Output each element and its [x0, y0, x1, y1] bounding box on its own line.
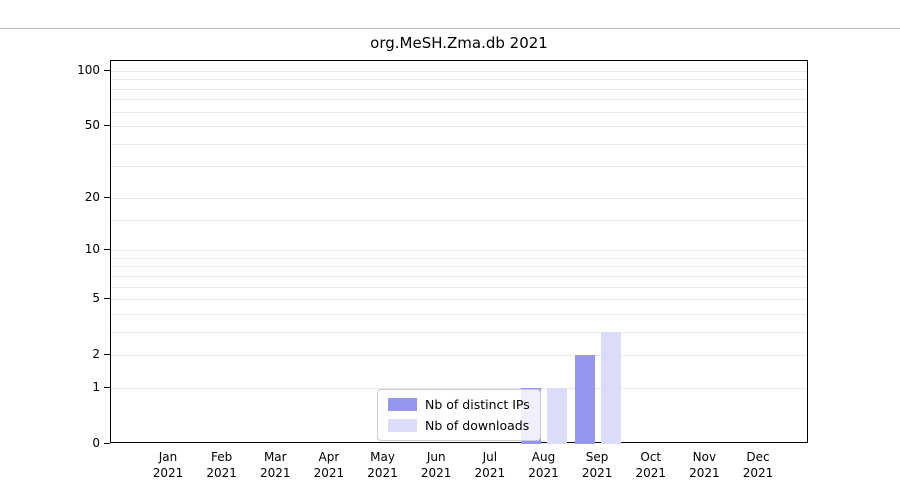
gridline-y-70 — [111, 99, 807, 101]
y-tick-label-20: 20 — [84, 190, 100, 204]
top-divider — [0, 28, 900, 29]
x-tick-label-dec: Dec 2021 — [728, 450, 788, 481]
x-tick-year: 2021 — [635, 465, 667, 480]
legend-swatch-downloads — [388, 419, 417, 432]
legend-item-downloads: Nb of downloads — [388, 418, 530, 433]
y-tick-1 — [104, 387, 110, 388]
legend-label-downloads: Nb of downloads — [425, 418, 530, 433]
x-tick-month: Sep — [585, 450, 609, 464]
x-tick-label-aug: Aug 2021 — [513, 450, 573, 481]
x-tick-label-may: May 2021 — [353, 450, 413, 481]
x-tick-month: Oct — [640, 450, 662, 464]
x-tick-year: 2021 — [742, 465, 774, 480]
x-tick-label-nov: Nov 2021 — [674, 450, 734, 481]
y-tick-2 — [104, 354, 110, 355]
gridline-y-80 — [111, 88, 807, 90]
plot-area — [110, 60, 808, 444]
y-tick-label-1: 1 — [92, 380, 100, 394]
x-tick-year: 2021 — [581, 465, 613, 480]
y-tick-100 — [104, 70, 110, 71]
gridline-y-100 — [111, 71, 807, 72]
legend-item-distinct-ips: Nb of distinct IPs — [388, 397, 530, 412]
gridline-y-9 — [111, 257, 807, 259]
gridline-y-15 — [111, 219, 807, 221]
x-tick-label-jul: Jul 2021 — [460, 450, 520, 481]
x-tick-month: May — [370, 450, 395, 464]
x-tick-month: Apr — [318, 450, 340, 464]
legend: Nb of distinct IPs Nb of downloads — [377, 389, 541, 441]
x-tick-label-mar: Mar 2021 — [245, 450, 305, 481]
y-tick-label-100: 100 — [77, 63, 100, 77]
gridline-y-5 — [111, 299, 807, 301]
x-tick-label-oct: Oct 2021 — [621, 450, 681, 481]
gridline-y-4 — [111, 313, 807, 315]
gridline-y-3 — [111, 331, 807, 333]
x-tick-label-jun: Jun 2021 — [406, 450, 466, 481]
x-tick-month: Feb — [211, 450, 233, 464]
y-tick-50 — [104, 125, 110, 126]
gridline-y-40 — [111, 143, 807, 145]
gridline-y-90 — [111, 79, 807, 81]
gridline-y-6 — [111, 286, 807, 288]
legend-swatch-distinct-ips — [388, 398, 417, 411]
bar-nb-of-downloads-aug — [547, 387, 568, 444]
x-tick-year: 2021 — [420, 465, 452, 480]
gridline-y-7 — [111, 275, 807, 277]
y-tick-10 — [104, 249, 110, 250]
x-tick-month: Jan — [158, 450, 178, 464]
x-tick-label-feb: Feb 2021 — [192, 450, 252, 481]
x-tick-year: 2021 — [313, 465, 345, 480]
y-tick-5 — [104, 298, 110, 299]
x-tick-year: 2021 — [689, 465, 720, 480]
x-tick-year: 2021 — [259, 465, 291, 480]
x-tick-month: Mar — [263, 450, 287, 464]
bar-nb-of-distinct-ips-sep — [575, 355, 596, 444]
y-tick-label-10: 10 — [84, 242, 100, 256]
x-tick-year: 2021 — [367, 465, 398, 480]
x-tick-label-jan: Jan 2021 — [138, 450, 198, 481]
gridline-y-10 — [111, 250, 807, 252]
chart-title: org.MeSH.Zma.db 2021 — [370, 34, 548, 52]
gridline-y-2 — [111, 355, 807, 357]
gridline-y-50 — [111, 126, 807, 128]
x-tick-year: 2021 — [152, 465, 184, 480]
y-tick-0 — [104, 443, 110, 444]
x-tick-month: Jul — [482, 450, 498, 464]
y-tick-label-0: 0 — [92, 436, 100, 450]
y-tick-20 — [104, 197, 110, 198]
gridline-y-60 — [111, 111, 807, 113]
x-tick-year: 2021 — [528, 465, 559, 480]
x-tick-label-apr: Apr 2021 — [299, 450, 359, 481]
legend-label-distinct-ips: Nb of distinct IPs — [425, 397, 530, 412]
x-tick-label-sep: Sep 2021 — [567, 450, 627, 481]
x-tick-year: 2021 — [474, 465, 506, 480]
x-tick-month: Aug — [531, 450, 556, 464]
gridline-y-20 — [111, 197, 807, 199]
y-tick-label-2: 2 — [92, 347, 100, 361]
gridline-y-30 — [111, 166, 807, 168]
y-tick-label-50: 50 — [84, 118, 100, 132]
x-tick-year: 2021 — [206, 465, 237, 480]
gridline-y-8 — [111, 266, 807, 268]
gridline-y-1 — [111, 387, 807, 389]
x-tick-month: Jun — [426, 450, 446, 464]
y-tick-label-5: 5 — [92, 291, 100, 305]
bar-nb-of-downloads-sep — [601, 331, 622, 444]
x-tick-month: Dec — [746, 450, 770, 464]
x-tick-month: Nov — [692, 450, 717, 464]
